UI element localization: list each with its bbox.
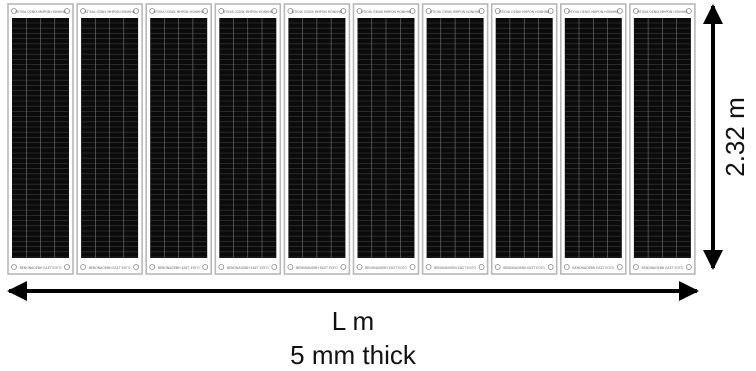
height-label: 2.32 m <box>720 97 750 177</box>
length-label: L m <box>332 306 374 336</box>
mounting-hole <box>11 8 17 14</box>
panel-top-text: ΘΤΙΟΙΑ ΟΣΝΙΧ ΜΗΡΟΝ ΗΟΝΗΗΒ <box>430 10 480 14</box>
panel-bottom-text: ΒΕΝΟΝΑΟΕΒΗ ΕΑΣΤ ΕΟΓΟ <box>365 266 407 270</box>
solar-panel: ΘΤΙΟΙΑ ΟΣΝΙΧ ΜΗΡΟΝ ΗΟΝΗΗΒ ΒΕΝΟΝΑΟΕΒΗ ΕΑΣΤ… <box>76 3 143 275</box>
mounting-hole <box>616 264 623 270</box>
mounting-hole <box>271 8 278 14</box>
mounting-hole <box>547 8 554 14</box>
mounting-hole <box>563 264 570 270</box>
panel-bottom-text: ΒΕΝΟΝΑΟΕΒΗ ΕΑΣΤ ΕΟΓΟ <box>642 266 684 270</box>
panel-top-text: ΘΤΙΟΙΑ ΟΣΝΙΧ ΜΗΡΟΝ ΗΟΝΗΗΒ <box>15 10 65 14</box>
mounting-hole <box>202 264 209 270</box>
panel-bottom-text: ΒΕΝΟΝΑΟΕΒΗ ΕΑΣΤ ΕΟΓΟ <box>572 266 614 270</box>
mounting-hole <box>356 264 363 270</box>
mounting-hole <box>64 264 70 270</box>
mounting-hole <box>287 8 294 14</box>
solar-panel: ΘΤΙΟΙΑ ΟΣΝΙΧ ΜΗΡΟΝ ΗΟΝΗΗΒ ΒΕΝΟΝΑΟΕΒΗ ΕΑΣΤ… <box>421 3 489 275</box>
mounting-hole <box>686 8 692 14</box>
solar-panel: ΘΤΙΟΙΑ ΟΣΝΙΧ ΜΗΡΟΝ ΗΟΝΗΗΒ ΒΕΝΟΝΑΟΕΒΗ ΕΑΣΤ… <box>283 3 351 275</box>
panel-top-text: ΘΤΙΟΙΑ ΟΣΝΙΧ ΜΗΡΟΝ ΗΟΝΗΗΒ <box>568 10 618 14</box>
mounting-hole <box>478 264 485 270</box>
panel-bottom-text: ΒΕΝΟΝΑΟΕΒΗ ΕΑΣΤ ΕΟΓΟ <box>89 266 131 270</box>
thickness-label: 5 mm thick <box>290 340 417 370</box>
panel-array: ΘΤΙΟΙΑ ΟΣΝΙΧ ΜΗΡΟΝ ΗΟΝΗΗΒ ΒΕΝΟΝΑΟΕΒΗ ΕΑΣΤ… <box>7 3 696 275</box>
panel-top-text: ΘΤΙΟΙΑ ΟΣΝΙΧ ΜΗΡΟΝ ΗΟΝΗΗΒ <box>292 10 342 14</box>
mounting-hole <box>340 8 347 14</box>
mounting-hole <box>547 264 554 270</box>
mounting-hole <box>218 8 225 14</box>
mounting-hole <box>133 8 140 14</box>
panel-top-text: ΘΤΙΟΙΑ ΟΣΝΙΧ ΜΗΡΟΝ ΗΟΝΗΗΒ <box>223 10 273 14</box>
solar-panel: ΘΤΙΟΙΑ ΟΣΝΙΧ ΜΗΡΟΝ ΗΟΝΗΗΒ ΒΕΝΟΝΑΟΕΒΗ ΕΑΣΤ… <box>629 3 696 275</box>
panel-bottom-text: ΒΕΝΟΝΑΟΕΒΗ ΕΑΣΤ ΕΟΓΟ <box>434 266 476 270</box>
panel-bottom-text: ΒΕΝΟΝΑΟΕΒΗ ΕΑΣΤ ΕΟΓΟ <box>20 266 62 270</box>
mounting-hole <box>149 8 156 14</box>
mounting-hole <box>356 8 363 14</box>
mounting-hole <box>287 264 294 270</box>
solar-panel: ΘΤΙΟΙΑ ΟΣΝΙΧ ΜΗΡΟΝ ΗΟΝΗΗΒ ΒΕΝΟΝΑΟΕΒΗ ΕΑΣΤ… <box>145 3 212 275</box>
mounting-hole <box>11 264 17 270</box>
mounting-hole <box>80 264 86 270</box>
mounting-hole <box>633 8 639 14</box>
mounting-hole <box>494 264 501 270</box>
mounting-hole <box>80 8 86 14</box>
mounting-hole <box>202 8 209 14</box>
mounting-hole <box>563 8 570 14</box>
panel-top-text: ΘΤΙΟΙΑ ΟΣΝΙΧ ΜΗΡΟΝ ΗΟΝΗΗΒ <box>154 10 204 14</box>
mounting-hole <box>425 264 432 270</box>
mounting-hole <box>340 264 347 270</box>
solar-panel: ΘΤΙΟΙΑ ΟΣΝΙΧ ΜΗΡΟΝ ΗΟΝΗΗΒ ΒΕΝΟΝΑΟΕΒΗ ΕΑΣΤ… <box>7 3 74 275</box>
mounting-hole <box>616 8 623 14</box>
mounting-hole <box>494 8 501 14</box>
mounting-hole <box>271 264 278 270</box>
panel-bottom-text: ΒΕΝΟΝΑΟΕΒΗ ΕΑΣΤ ΕΟΓΟ <box>158 266 200 270</box>
panel-top-text: ΘΤΙΟΙΑ ΟΣΝΙΧ ΜΗΡΟΝ ΗΟΝΗΗΒ <box>84 10 134 14</box>
solar-panel: ΘΤΙΟΙΑ ΟΣΝΙΧ ΜΗΡΟΝ ΗΟΝΗΗΒ ΒΕΝΟΝΑΟΕΒΗ ΕΑΣΤ… <box>559 3 627 275</box>
panel-bottom-text: ΒΕΝΟΝΑΟΕΒΗ ΕΑΣΤ ΕΟΓΟ <box>296 266 338 270</box>
mounting-hole <box>218 264 225 270</box>
mounting-hole <box>633 264 639 270</box>
mounting-hole <box>686 264 692 270</box>
panel-top-text: ΘΤΙΟΙΑ ΟΣΝΙΧ ΜΗΡΟΝ ΗΟΝΗΗΒ <box>361 10 411 14</box>
panel-top-text: ΘΤΙΟΙΑ ΟΣΝΙΧ ΜΗΡΟΝ ΗΟΝΗΗΒ <box>499 10 549 14</box>
panel-bottom-text: ΒΕΝΟΝΑΟΕΒΗ ΕΑΣΤ ΕΟΓΟ <box>503 266 545 270</box>
mounting-hole <box>133 264 140 270</box>
mounting-hole <box>425 8 432 14</box>
mounting-hole <box>478 8 485 14</box>
mounting-hole <box>409 264 416 270</box>
solar-panel: ΘΤΙΟΙΑ ΟΣΝΙΧ ΜΗΡΟΝ ΗΟΝΗΗΒ ΒΕΝΟΝΑΟΕΒΗ ΕΑΣΤ… <box>352 3 420 275</box>
panel-top-text: ΘΤΙΟΙΑ ΟΣΝΙΧ ΜΗΡΟΝ ΗΟΝΗΗΒ <box>637 10 687 14</box>
mounting-hole <box>64 8 70 14</box>
panel-bottom-text: ΒΕΝΟΝΑΟΕΒΗ ΕΑΣΤ ΕΟΓΟ <box>227 266 269 270</box>
mounting-hole <box>409 8 416 14</box>
solar-panel: ΘΤΙΟΙΑ ΟΣΝΙΧ ΜΗΡΟΝ ΗΟΝΗΗΒ ΒΕΝΟΝΑΟΕΒΗ ΕΑΣΤ… <box>214 3 282 275</box>
solar-panel: ΘΤΙΟΙΑ ΟΣΝΙΧ ΜΗΡΟΝ ΗΟΝΗΗΒ ΒΕΝΟΝΑΟΕΒΗ ΕΑΣΤ… <box>490 3 558 275</box>
mounting-hole <box>149 264 156 270</box>
